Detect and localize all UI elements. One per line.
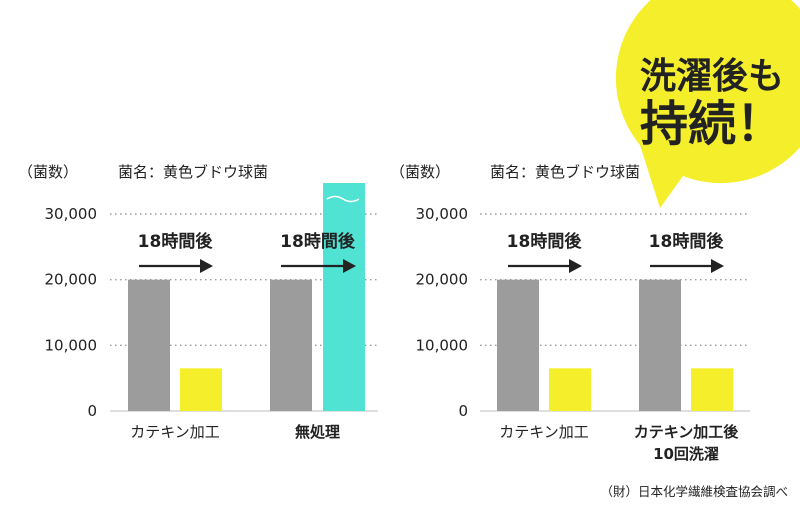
- chart1-bar-2-after: [323, 183, 365, 411]
- chart2-category-label-1: カテキン加工: [499, 423, 589, 441]
- chart1-arrow-head-1: [200, 259, 213, 273]
- chart2-ytick-label: 20,000: [416, 271, 469, 289]
- chart1-arrow-label-2: 18時間後: [280, 231, 356, 252]
- callout-bubble: 洗濯後も 持続！: [616, 0, 800, 208]
- chart2-organism-label: 菌名：黄色ブドウ球菌: [490, 163, 640, 181]
- chart2-ytick-label: 30,000: [416, 205, 469, 223]
- chart2-bar-1-after: [549, 368, 591, 411]
- chart1-ytick-label: 10,000: [45, 336, 98, 354]
- source-note: （財）日本化学繊維検査協会調べ: [600, 484, 788, 499]
- chart1-category-label-1: カテキン加工: [130, 423, 220, 441]
- callout-bubble-shape: [616, 0, 800, 208]
- chart2-unit-label: （菌数）: [390, 163, 450, 181]
- chart1-bar-1-after: [180, 368, 222, 411]
- chart1-ytick-label: 20,000: [45, 271, 98, 289]
- chart2-arrow-label-2: 18時間後: [649, 231, 725, 252]
- chart2-arrow-label-1: 18時間後: [507, 231, 583, 252]
- chart2-arrow-head-2: [711, 259, 724, 273]
- chart2-bar-2-before: [639, 279, 681, 411]
- chart2-arrow-head-1: [569, 259, 582, 273]
- chart1-organism-label: 菌名：黄色ブドウ球菌: [118, 163, 268, 181]
- chart1-ytick-label: 30,000: [45, 205, 98, 223]
- chart2-ytick-label: 0: [458, 402, 468, 420]
- chart1-unit-label: （菌数）: [18, 163, 78, 181]
- chart1-bar-2-before: [270, 279, 312, 411]
- callout-line-1: 洗濯後も: [640, 56, 784, 97]
- chart2-bar-2-after: [691, 368, 733, 411]
- chart1-arrow-label-1: 18時間後: [138, 231, 214, 252]
- chart1-axis-break-mark: [326, 195, 360, 203]
- chart1-category-label-2: 無処理: [295, 423, 340, 441]
- chart1-bar-1-before: [128, 279, 170, 411]
- chart1-ytick-label: 0: [87, 402, 97, 420]
- callout-line-2: 持続！: [640, 96, 784, 152]
- chart2-category-label-2: 10回洗濯: [653, 445, 719, 463]
- chart2-ytick-label: 10,000: [416, 336, 469, 354]
- chart1-arrow-head-2: [343, 259, 356, 273]
- chart2-bar-1-before: [497, 279, 539, 411]
- chart2-category-label-2: カテキン加工後: [634, 423, 740, 441]
